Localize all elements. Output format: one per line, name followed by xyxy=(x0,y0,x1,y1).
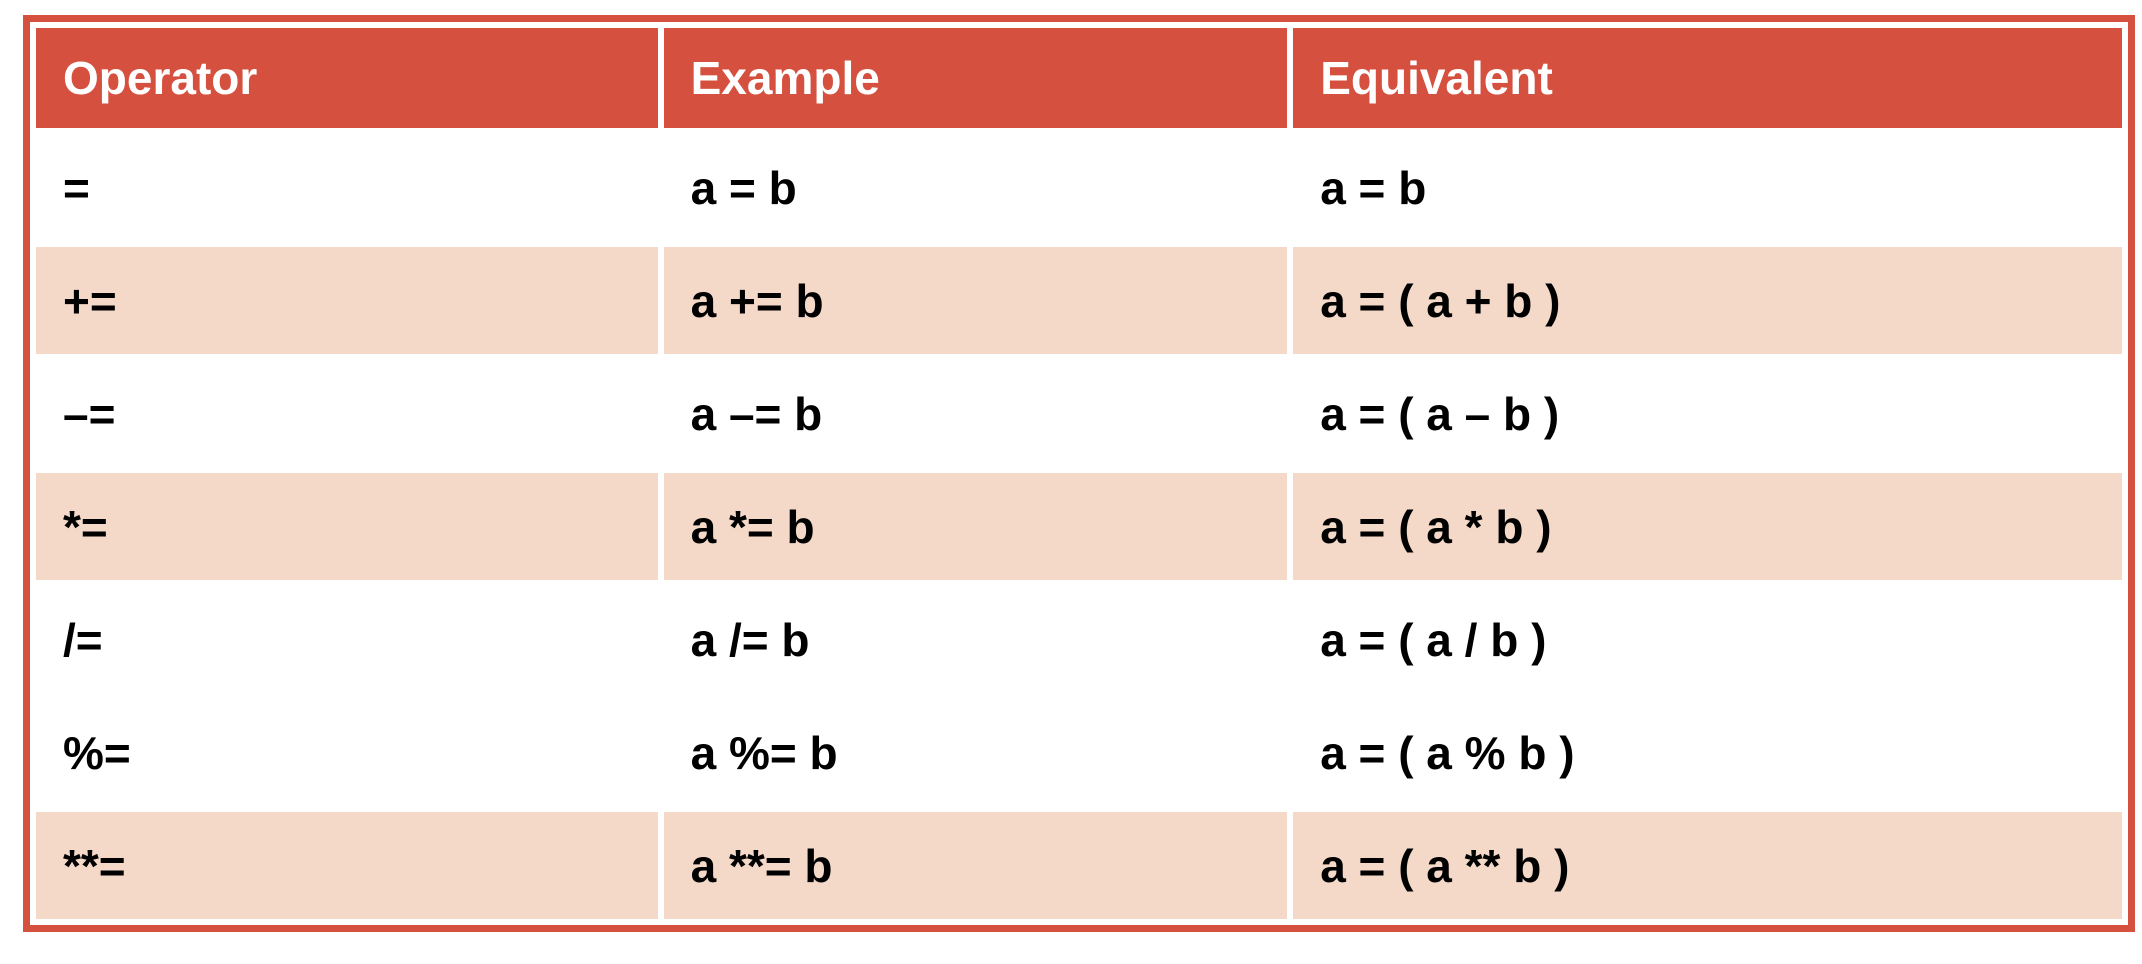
table-header-row: Operator Example Equivalent xyxy=(36,28,2122,128)
cell-example: a –= b xyxy=(663,360,1288,467)
cell-equivalent: a = ( a – b ) xyxy=(1293,360,2122,467)
cell-operator: /= xyxy=(36,586,658,693)
cell-operator: = xyxy=(36,134,658,241)
cell-equivalent: a = ( a + b ) xyxy=(1293,247,2122,354)
cell-example: a = b xyxy=(663,134,1288,241)
cell-example: a += b xyxy=(663,247,1288,354)
column-header-operator: Operator xyxy=(36,28,658,128)
cell-equivalent: a = b xyxy=(1293,134,2122,241)
table-row: *= a *= b a = ( a * b ) xyxy=(36,473,2122,580)
table-frame: Operator Example Equivalent = a = b a = … xyxy=(23,15,2135,932)
table-row: %= a %= b a = ( a % b ) xyxy=(36,699,2122,806)
cell-example: a /= b xyxy=(663,586,1288,693)
column-header-example: Example xyxy=(663,28,1288,128)
table-row: –= a –= b a = ( a – b ) xyxy=(36,360,2122,467)
cell-example: a **= b xyxy=(663,812,1288,919)
column-header-equivalent: Equivalent xyxy=(1293,28,2122,128)
cell-equivalent: a = ( a ** b ) xyxy=(1293,812,2122,919)
cell-operator: –= xyxy=(36,360,658,467)
cell-equivalent: a = ( a % b ) xyxy=(1293,699,2122,806)
cell-operator: *= xyxy=(36,473,658,580)
table-row: += a += b a = ( a + b ) xyxy=(36,247,2122,354)
table-row: **= a **= b a = ( a ** b ) xyxy=(36,812,2122,919)
cell-example: a %= b xyxy=(663,699,1288,806)
table-row: /= a /= b a = ( a / b ) xyxy=(36,586,2122,693)
table-row: = a = b a = b xyxy=(36,134,2122,241)
cell-equivalent: a = ( a / b ) xyxy=(1293,586,2122,693)
cell-example: a *= b xyxy=(663,473,1288,580)
cell-operator: += xyxy=(36,247,658,354)
cell-operator: %= xyxy=(36,699,658,806)
cell-equivalent: a = ( a * b ) xyxy=(1293,473,2122,580)
cell-operator: **= xyxy=(36,812,658,919)
operators-table: Operator Example Equivalent = a = b a = … xyxy=(30,22,2128,925)
